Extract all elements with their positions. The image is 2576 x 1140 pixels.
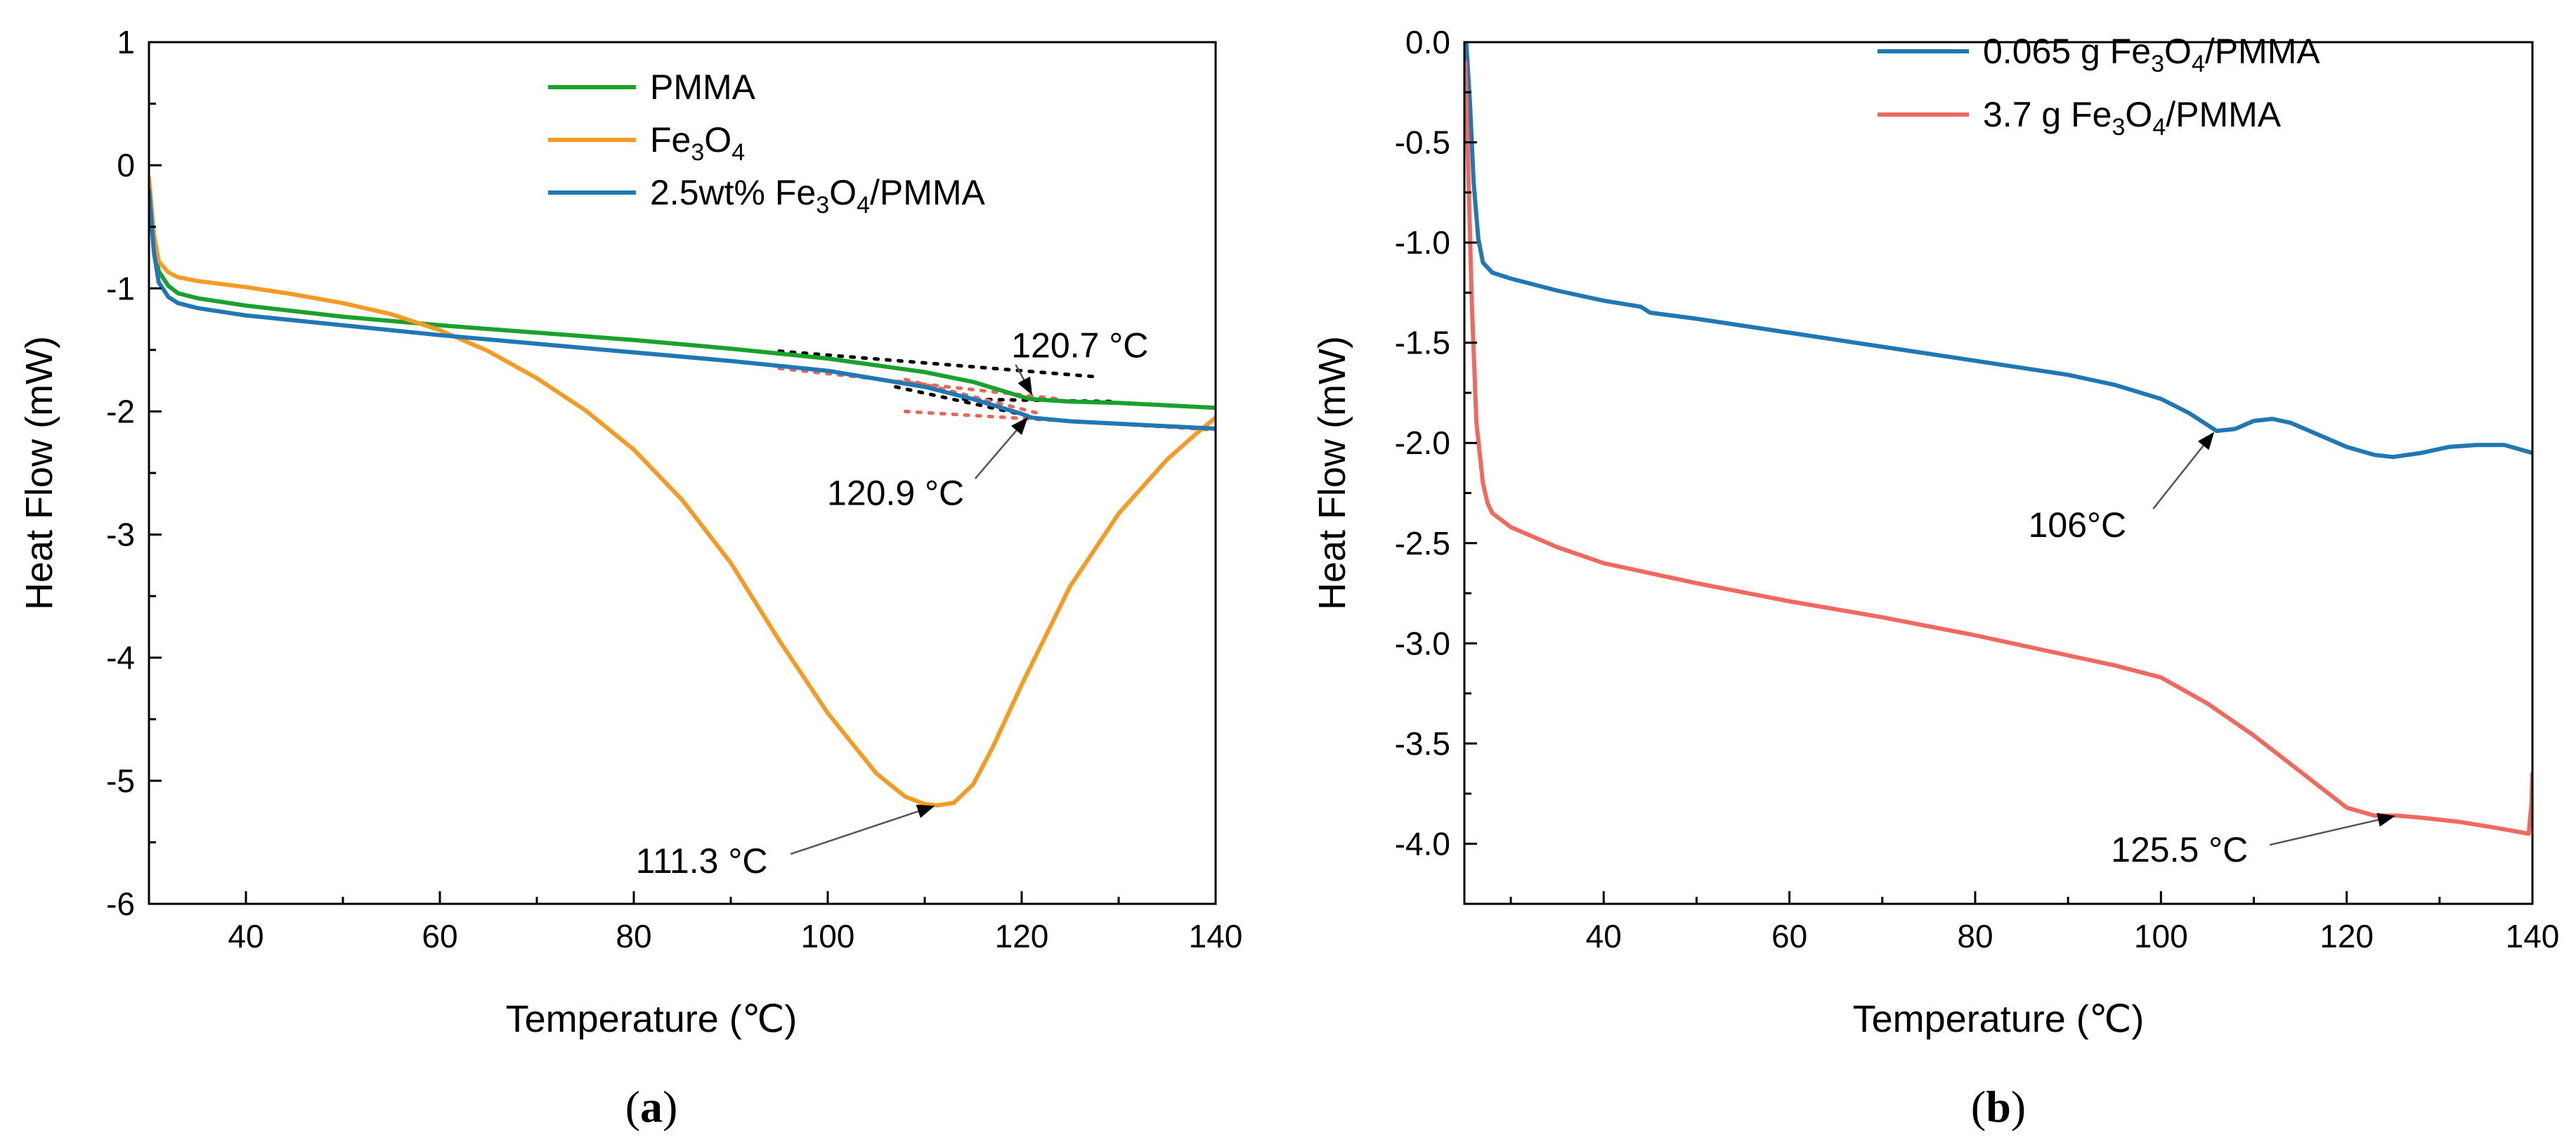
y-tick-label: -6 xyxy=(106,886,135,922)
y-tick-label: -3 xyxy=(106,517,135,553)
annotation-label: 120.7 °C xyxy=(1011,325,1148,365)
chart-panel-b: 40 60 80 100 120 140 0.0 -0.5 -1.0 -1.5 -2.0 -2.5 -3… xyxy=(1311,24,2559,1132)
annotation-label: 111.3 °C xyxy=(636,841,768,881)
y-tick-label: -1 xyxy=(106,270,135,306)
annotation-label: 120.9 °C xyxy=(827,474,964,513)
plot-frame-b xyxy=(1463,41,2534,905)
x-tick-label: 40 xyxy=(1586,918,1622,954)
ticks-a: 40 60 80 100 120 140 1 0 -1 -2 -3 -4 -5 -6 xyxy=(106,24,1242,954)
legend-a: PMMA Fe3O4 2.5wt% Fe3O4/PMMA xyxy=(548,67,986,219)
y-axis-title-b: Heat Flow (mW) xyxy=(1311,336,1353,610)
series-line-b-2 xyxy=(1464,60,2532,836)
y-tick-label: -3.0 xyxy=(1395,625,1450,661)
annotation-arrow xyxy=(2269,812,2395,846)
panel-label-a-letter: a xyxy=(640,1082,663,1132)
x-tick-label: 80 xyxy=(616,918,651,954)
x-tick-label: 40 xyxy=(228,918,264,954)
annotation-label: 106°C xyxy=(2029,505,2127,545)
y-tick-label: -5 xyxy=(106,763,135,799)
x-tick-label: 60 xyxy=(1771,918,1807,954)
panel-label-a: (a) xyxy=(625,1082,678,1132)
series-line-a-1 xyxy=(149,181,1216,410)
y-tick-label: -1.0 xyxy=(1395,224,1450,261)
x-tick-label: 100 xyxy=(801,918,855,954)
x-axis-title-b: Temperature (℃) xyxy=(1853,998,2145,1040)
series-line-a-2 xyxy=(149,175,1216,808)
legend-label: 0.065 g Fe3O4/PMMA xyxy=(1983,32,2320,77)
x-tick-label: 120 xyxy=(2320,918,2374,954)
series-line-a-3 xyxy=(149,188,1216,431)
guide-line-a-4 xyxy=(777,366,1062,401)
x-tick-label: 60 xyxy=(422,918,457,954)
y-tick-label: -4.0 xyxy=(1395,825,1450,862)
y-tick-label: 0 xyxy=(117,147,135,183)
legend-label: PMMA xyxy=(650,67,756,107)
annotation-arrow xyxy=(1015,364,1033,396)
chart-panel-a: 40 60 80 100 120 140 1 0 -1 -2 -3 -4 -5 -6 Temperatur… xyxy=(18,24,1242,1132)
y-axis-title-a: Heat Flow (mW) xyxy=(18,336,60,610)
panel-label-b: (b) xyxy=(1971,1082,2026,1132)
x-tick-label: 120 xyxy=(995,918,1049,954)
legend-label: Fe3O4 xyxy=(650,120,745,166)
x-tick-label: 140 xyxy=(1189,918,1243,954)
guide-line-a-5 xyxy=(903,377,1043,416)
y-tick-label: -2 xyxy=(106,393,135,429)
y-tick-label: 0.0 xyxy=(1405,24,1450,60)
plot-frame-a xyxy=(148,41,1217,905)
y-tick-label: 1 xyxy=(117,24,135,60)
annotation-arrow xyxy=(974,417,1028,479)
annotations-a: 120.7 °C 120.9 °C 111.3 °C xyxy=(636,325,1149,881)
x-axis-title-a: Temperature (℃) xyxy=(506,998,798,1040)
annotations-b: 106°C 125.5 °C xyxy=(2029,432,2395,869)
panel-label-b-letter: b xyxy=(1986,1082,2011,1132)
guide-line-a-1 xyxy=(777,349,1101,379)
guide-line-a-2 xyxy=(894,384,1034,418)
annotation-arrow xyxy=(790,804,935,855)
y-tick-label: -0.5 xyxy=(1395,124,1450,161)
annotation-label: 125.5 °C xyxy=(2111,830,2248,869)
annotation-arrow xyxy=(2152,432,2215,510)
plot-area-a xyxy=(149,175,1216,808)
legend-b: 0.065 g Fe3O4/PMMA 3.7 g Fe3O4/PMMA xyxy=(1878,32,2320,141)
legend-label: 2.5wt% Fe3O4/PMMA xyxy=(650,173,986,219)
y-tick-label: -2.5 xyxy=(1395,525,1450,562)
series-line-b-1 xyxy=(1464,42,2532,460)
plot-area-b xyxy=(1464,42,2532,836)
y-tick-label: -1.5 xyxy=(1395,325,1450,361)
y-tick-label: -3.5 xyxy=(1395,725,1450,762)
x-tick-label: 80 xyxy=(1957,918,1993,954)
ticks-b: 40 60 80 100 120 140 0.0 -0.5 -1.0 -1.5 -2.0 -2.5 -3… xyxy=(1395,24,2560,954)
x-tick-label: 100 xyxy=(2134,918,2188,954)
y-tick-label: -2.0 xyxy=(1395,425,1450,461)
legend-label: 3.7 g Fe3O4/PMMA xyxy=(1983,95,2282,141)
x-tick-label: 140 xyxy=(2506,918,2560,954)
y-tick-label: -4 xyxy=(106,640,135,676)
